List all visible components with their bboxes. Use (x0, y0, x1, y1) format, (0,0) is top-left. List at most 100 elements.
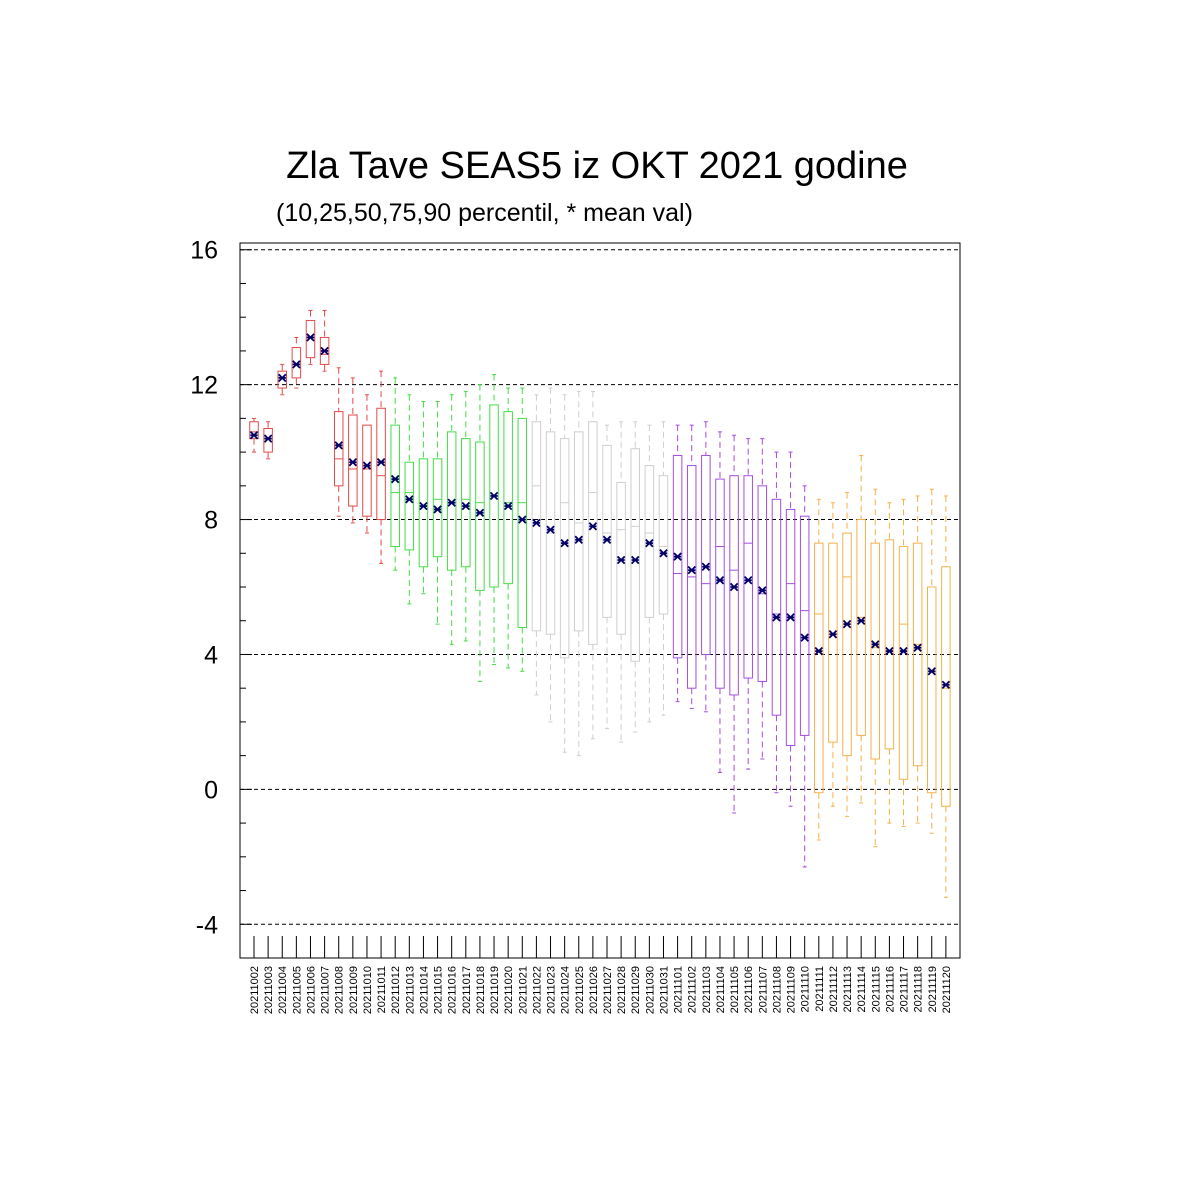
x-tick-label: 20211007 (320, 966, 332, 1014)
box-20211111 (814, 498, 824, 841)
x-tick-label: 20211112 (828, 966, 840, 1013)
mean-marker (532, 518, 541, 528)
x-tick-label: 20211005 (291, 966, 303, 1014)
box-iqr (757, 485, 768, 682)
mean-marker (292, 360, 301, 369)
mean-marker (687, 565, 696, 575)
box-iqr (432, 458, 443, 558)
x-tick-label: 20211009 (348, 966, 360, 1014)
x-tick-label: 20211008 (334, 966, 346, 1014)
box-iqr (630, 448, 640, 662)
box-iqr (616, 481, 626, 635)
y-tick-label: -4 (196, 911, 218, 939)
box-iqr (799, 515, 810, 736)
mean-marker (927, 667, 936, 676)
mean-marker (306, 333, 315, 342)
mean-marker (941, 680, 951, 690)
box-iqr (277, 370, 287, 389)
x-tick-label: 20211101 (673, 966, 685, 1013)
x-tick-label: 20211115 (870, 966, 882, 1013)
x-tick-label: 20211021 (517, 966, 529, 1014)
box-iqr (291, 347, 302, 379)
box-iqr (828, 542, 838, 743)
mean-marker (249, 431, 259, 440)
x-tick-label: 20211016 (447, 966, 459, 1014)
box-20211029 (630, 421, 640, 733)
box-20211018 (475, 384, 485, 682)
x-tick-label: 20211006 (305, 966, 317, 1014)
box-iqr (814, 542, 824, 794)
box-20211013 (404, 394, 415, 605)
mean-marker (814, 646, 824, 656)
box-20211020 (503, 387, 513, 669)
mean-marker (715, 576, 725, 585)
box-20211009 (348, 377, 358, 524)
mean-marker (334, 441, 343, 450)
box-iqr (531, 421, 542, 632)
x-tick-label: 20211014 (418, 966, 430, 1014)
box-iqr (884, 539, 895, 750)
x-tick-label: 20211027 (602, 966, 614, 1014)
box-iqr (249, 421, 259, 440)
x-tick-label: 20211023 (546, 966, 558, 1014)
mean-marker (405, 495, 414, 504)
y-tick-label: 8 (204, 507, 218, 535)
box-iqr (404, 461, 415, 551)
mean-marker (320, 346, 329, 356)
mean-marker (588, 522, 598, 531)
box-20211008 (333, 367, 344, 517)
box-20211026 (588, 390, 598, 740)
box-20211028 (616, 421, 626, 743)
mean-marker (376, 457, 386, 467)
box-iqr (927, 586, 937, 794)
box-iqr (658, 475, 669, 615)
x-tick-label: 20211029 (630, 966, 642, 1014)
mean-marker (390, 474, 400, 484)
box-iqr (305, 320, 316, 359)
box-iqr (461, 438, 471, 568)
x-tick-label: 20211020 (503, 966, 515, 1014)
box-20211024 (559, 394, 570, 753)
box-20211015 (432, 401, 443, 625)
x-tick-label: 20211012 (390, 966, 402, 1014)
mean-marker (489, 491, 499, 501)
x-tick-label: 20211108 (771, 966, 783, 1013)
x-tick-label: 20211117 (899, 966, 911, 1013)
mean-marker (546, 525, 555, 534)
mean-marker (885, 646, 894, 656)
x-tick-label: 20211003 (263, 966, 275, 1014)
box-iqr (475, 441, 485, 591)
x-tick-label: 20211019 (489, 966, 501, 1014)
x-tick-label: 20211119 (927, 966, 939, 1013)
mean-marker (871, 640, 880, 649)
box-20211104 (715, 431, 725, 774)
box-20211110 (799, 485, 810, 868)
box-20211022 (531, 394, 542, 696)
box-iqr (390, 424, 400, 548)
x-tick-label: 20211103 (701, 966, 713, 1013)
mean-marker (856, 616, 866, 625)
box-20211106 (743, 438, 753, 770)
x-tick-label: 20211010 (362, 966, 374, 1014)
box-iqr (701, 454, 711, 655)
box-20211105 (729, 434, 739, 814)
mean-marker (800, 633, 809, 642)
box-20211017 (461, 390, 471, 642)
mean-marker (772, 613, 781, 622)
x-tick-label: 20211024 (560, 966, 572, 1014)
box-20211031 (658, 421, 669, 716)
x-tick-label: 20211107 (757, 966, 769, 1013)
x-tick-label: 20211109 (786, 966, 798, 1013)
box-iqr (348, 414, 358, 507)
box-20211120 (941, 495, 951, 898)
box-20211012 (390, 377, 400, 571)
box-iqr (842, 532, 852, 757)
box-iqr (912, 542, 923, 767)
box-iqr (644, 465, 655, 618)
box-20211025 (574, 390, 584, 757)
mean-marker (673, 552, 682, 561)
box-20211114 (856, 454, 866, 804)
box-iqr (602, 444, 612, 618)
box-iqr (898, 546, 909, 780)
mean-marker (701, 562, 711, 572)
